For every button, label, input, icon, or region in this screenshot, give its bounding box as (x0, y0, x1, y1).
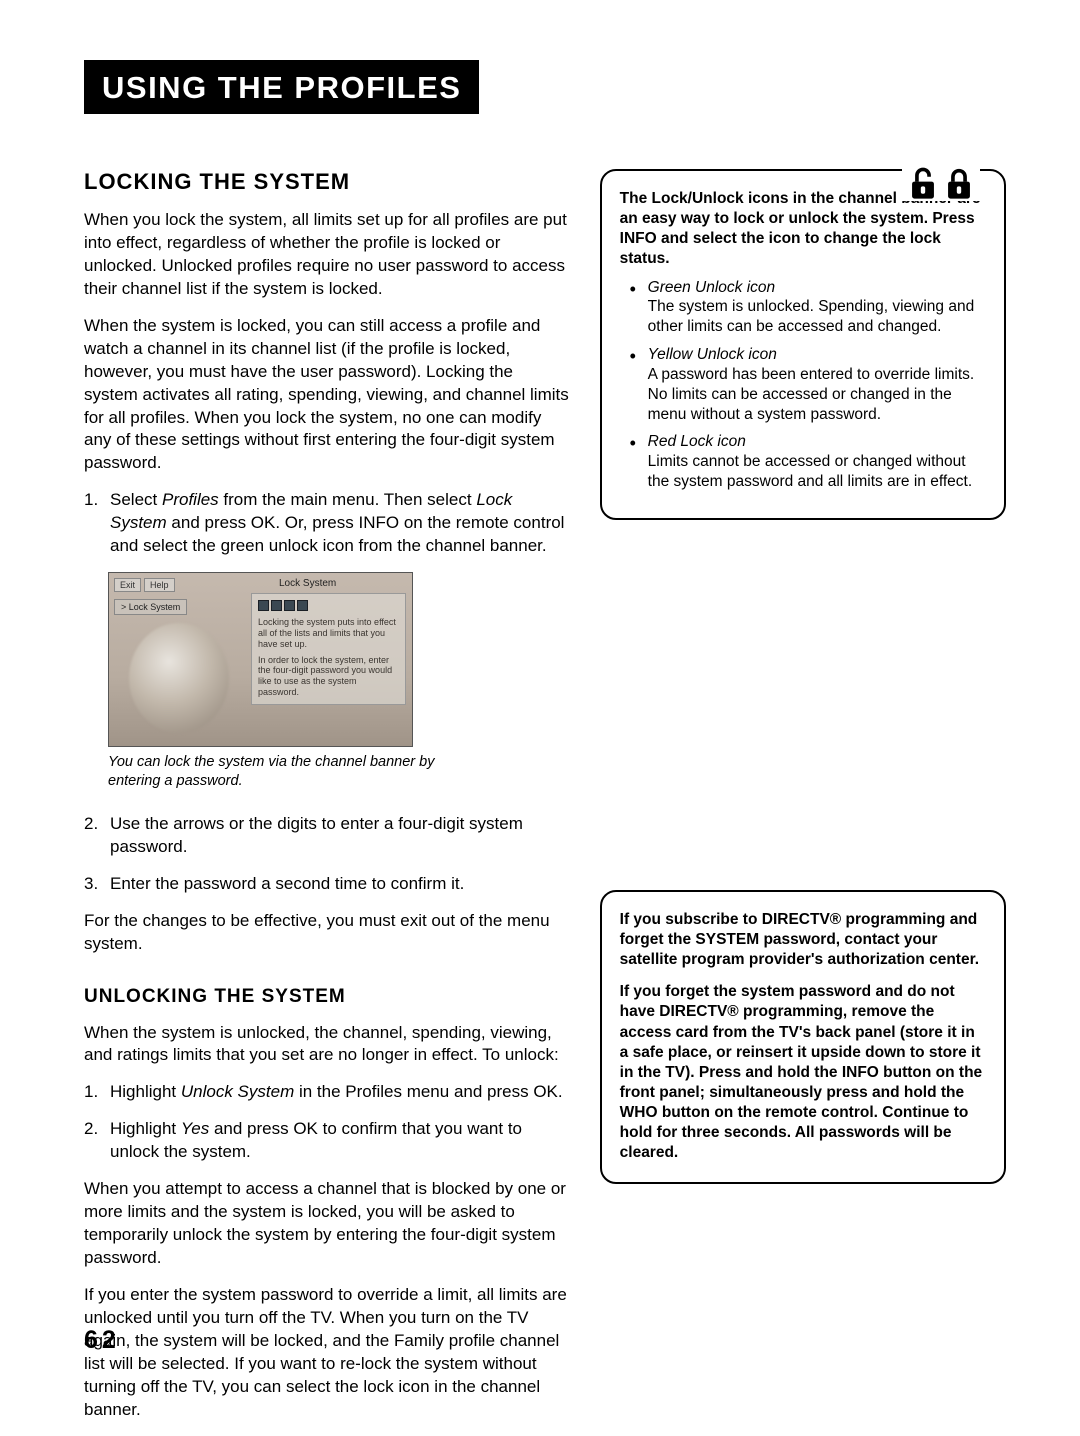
body-paragraph: When you attempt to access a channel tha… (84, 1178, 570, 1270)
password-recovery-box: If you subscribe to DIRECTV® programming… (600, 890, 1006, 1184)
section-heading-locking: LOCKING THE SYSTEM (84, 169, 570, 195)
step-number: 2. (84, 1118, 98, 1141)
lock-icons-info-box: The Lock/Unlock icons in the channel ban… (600, 169, 1006, 520)
step-text: Enter the password a second time to conf… (110, 874, 464, 893)
screenshot-toolbar: Exit Help (114, 578, 175, 592)
body-paragraph: For the changes to be effective, you mus… (84, 910, 570, 956)
screenshot-password-boxes (258, 600, 399, 611)
lock-system-screenshot: Exit Help > Lock System Lock System Lock… (108, 572, 413, 747)
screenshot-exit-button: Exit (114, 578, 141, 592)
screenshot-help-button: Help (144, 578, 175, 592)
ordered-steps: 1. Highlight Unlock System in the Profil… (84, 1081, 570, 1164)
step-text: Select Profiles from the main menu. Then… (110, 490, 564, 555)
step-number: 1. (84, 1081, 98, 1104)
right-column: The Lock/Unlock icons in the channel ban… (600, 169, 1006, 1436)
body-paragraph: If you enter the system password to over… (84, 1284, 570, 1422)
body-paragraph: When you lock the system, all limits set… (84, 209, 570, 301)
page-title: USING THE PROFILES (84, 60, 479, 114)
lock-icons-row (902, 167, 980, 201)
screenshot-side-label: > Lock System (114, 599, 187, 615)
sidebar-intro: The Lock/Unlock icons in the channel ban… (620, 189, 986, 270)
ordered-steps: 1. Select Profiles from the main menu. T… (84, 489, 570, 558)
step-text: Use the arrows or the digits to enter a … (110, 814, 523, 856)
content-columns: LOCKING THE SYSTEM When you lock the sys… (84, 169, 1006, 1436)
step-text: Highlight Yes and press OK to confirm th… (110, 1119, 522, 1161)
screenshot-panel: Locking the system puts into effect all … (251, 593, 406, 705)
sidebar-paragraph: If you subscribe to DIRECTV® programming… (620, 910, 986, 970)
body-paragraph: When the system is locked, you can still… (84, 315, 570, 476)
password-digit-box (258, 600, 269, 611)
step-number: 1. (84, 489, 98, 512)
step-number: 2. (84, 813, 98, 836)
body-paragraph: When the system is unlocked, the channel… (84, 1022, 570, 1068)
sidebar-item-text: Limits cannot be accessed or changed wit… (648, 453, 973, 490)
step-item: 2. Highlight Yes and press OK to confirm… (110, 1118, 570, 1164)
open-lock-icon (908, 167, 938, 201)
sidebar-item-label: Yellow Unlock icon (648, 345, 986, 365)
step-text: Highlight Unlock System in the Profiles … (110, 1082, 563, 1101)
sidebar-item-label: Red Lock icon (648, 432, 986, 452)
sidebar-item-text: The system is unlocked. Spending, viewin… (648, 298, 975, 335)
sidebar-list-item: Green Unlock icon The system is unlocked… (648, 278, 986, 337)
sidebar-list: Green Unlock icon The system is unlocked… (620, 278, 986, 492)
page-number: 62 (84, 1326, 120, 1355)
screenshot-title: Lock System (279, 578, 336, 589)
password-digit-box (271, 600, 282, 611)
sidebar-item-text: A password has been entered to override … (648, 366, 975, 423)
figure-caption: You can lock the system via the channel … (108, 753, 488, 791)
manual-page: USING THE PROFILES LOCKING THE SYSTEM Wh… (0, 0, 1080, 1397)
password-digit-box (297, 600, 308, 611)
ordered-steps: 2. Use the arrows or the digits to enter… (84, 813, 570, 896)
password-digit-box (284, 600, 295, 611)
screenshot-panel-text: In order to lock the system, enter the f… (258, 655, 399, 698)
sidebar-list-item: Yellow Unlock icon A password has been e… (648, 345, 986, 424)
step-item: 1. Highlight Unlock System in the Profil… (110, 1081, 570, 1104)
sidebar-list-item: Red Lock icon Limits cannot be accessed … (648, 432, 986, 491)
screenshot-panel-text: Locking the system puts into effect all … (258, 617, 399, 649)
step-item: 3. Enter the password a second time to c… (110, 873, 570, 896)
section-heading-unlocking: UNLOCKING THE SYSTEM (84, 986, 570, 1008)
left-column: LOCKING THE SYSTEM When you lock the sys… (84, 169, 570, 1436)
step-item: 1. Select Profiles from the main menu. T… (110, 489, 570, 558)
step-number: 3. (84, 873, 98, 896)
step-item: 2. Use the arrows or the digits to enter… (110, 813, 570, 859)
screenshot-bg-art (129, 623, 229, 733)
closed-lock-icon (944, 167, 974, 201)
sidebar-item-label: Green Unlock icon (648, 278, 986, 298)
sidebar-paragraph: If you forget the system password and do… (620, 982, 986, 1163)
